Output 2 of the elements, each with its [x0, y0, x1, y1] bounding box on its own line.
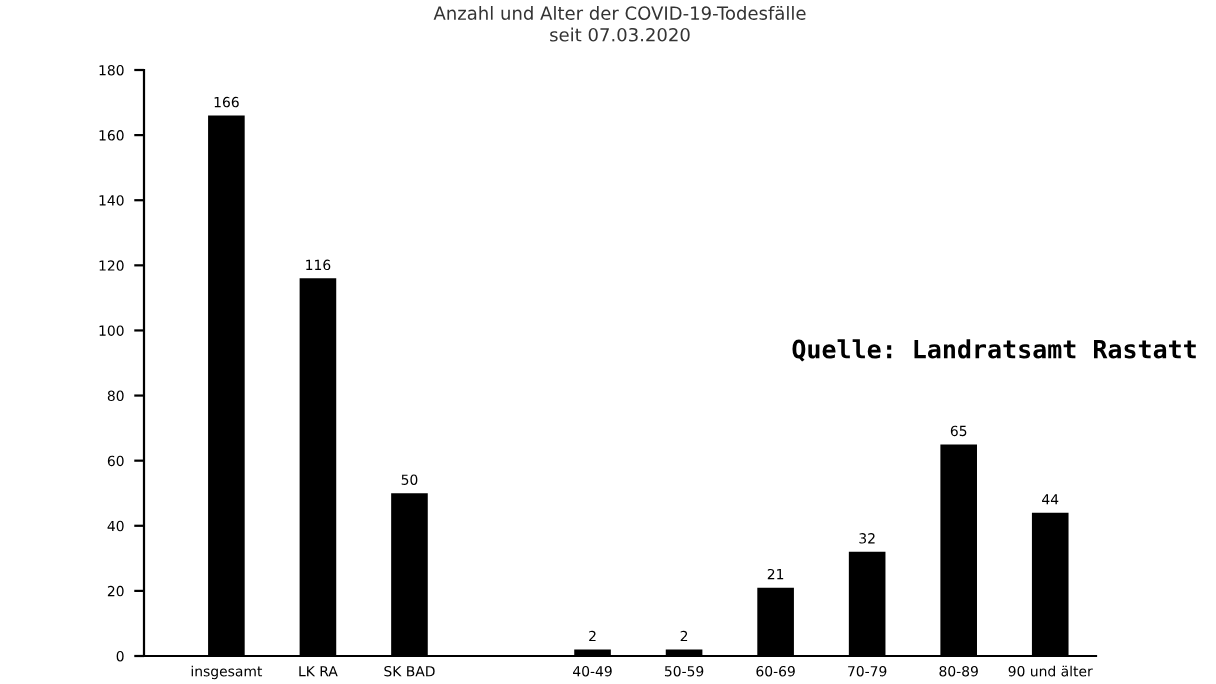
annotation: Quelle: Landratsamt Rastatt [792, 339, 1196, 362]
chart-title: Anzahl und Alter der COVID-19-Todesfälle seit 07.03.2020 [433, 6, 806, 42]
